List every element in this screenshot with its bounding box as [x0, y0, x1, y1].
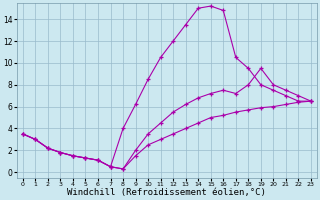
X-axis label: Windchill (Refroidissement éolien,°C): Windchill (Refroidissement éolien,°C): [68, 188, 266, 197]
